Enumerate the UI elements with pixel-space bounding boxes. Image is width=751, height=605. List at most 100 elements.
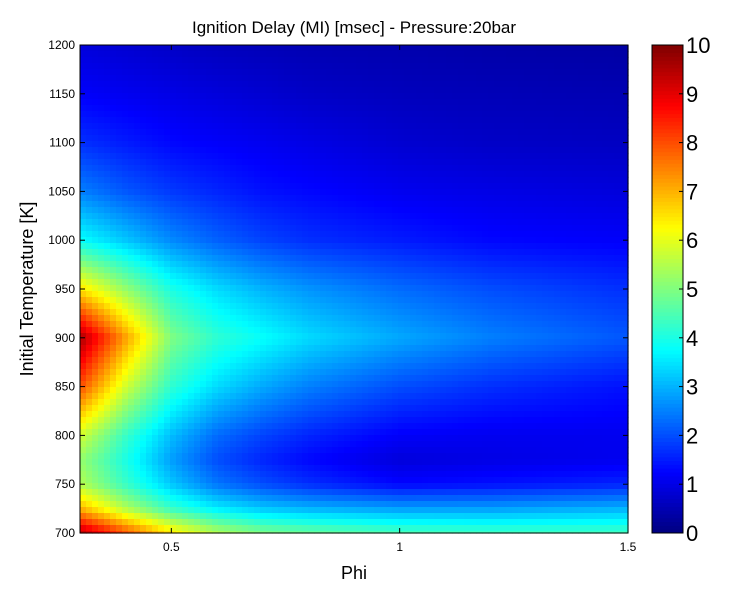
heatmap-cell — [326, 75, 333, 82]
heatmap-cell — [92, 93, 99, 100]
heatmap-cell — [266, 219, 273, 226]
heatmap-cell — [230, 207, 237, 214]
heatmap-cell — [380, 327, 387, 334]
heatmap-cell — [122, 201, 129, 208]
heatmap-cell — [344, 141, 351, 148]
heatmap-cell — [278, 321, 285, 328]
heatmap-cell — [332, 285, 339, 292]
heatmap-cell — [344, 285, 351, 292]
heatmap-cell — [290, 519, 297, 526]
heatmap-cell — [80, 393, 87, 400]
heatmap-cell — [200, 309, 207, 316]
heatmap-cell — [104, 219, 111, 226]
heatmap-cell — [428, 153, 435, 160]
heatmap-cell — [284, 531, 291, 534]
heatmap-cell — [338, 213, 345, 220]
heatmap-cell — [278, 327, 285, 334]
heatmap-cell — [104, 321, 111, 328]
heatmap-cell — [410, 213, 417, 220]
heatmap-cell — [332, 369, 339, 376]
heatmap-cell — [284, 345, 291, 352]
heatmap-cell — [140, 171, 147, 178]
heatmap-cell — [416, 45, 423, 52]
heatmap-cell — [140, 51, 147, 58]
heatmap-cell — [242, 159, 249, 166]
heatmap-cell — [122, 369, 129, 376]
heatmap-cell — [116, 363, 123, 370]
heatmap-cell — [428, 375, 435, 382]
heatmap-cell — [188, 273, 195, 280]
heatmap-cell — [308, 441, 315, 448]
heatmap-cell — [152, 333, 159, 340]
heatmap-cell — [362, 93, 369, 100]
heatmap-cell — [86, 159, 93, 166]
heatmap-cell — [212, 513, 219, 520]
heatmap-cell — [254, 105, 261, 112]
heatmap-cell — [260, 459, 267, 466]
heatmap-cell — [440, 351, 447, 358]
heatmap-cell — [332, 315, 339, 322]
heatmap-cell — [158, 441, 165, 448]
heatmap-cell — [362, 399, 369, 406]
heatmap-cell — [158, 285, 165, 292]
heatmap-cell — [188, 165, 195, 172]
heatmap-cell — [428, 45, 435, 52]
heatmap-cell — [104, 69, 111, 76]
heatmap-cell — [332, 525, 339, 532]
heatmap-cell — [86, 447, 93, 454]
heatmap-cell — [248, 363, 255, 370]
heatmap-cell — [176, 177, 183, 184]
heatmap-cell — [278, 513, 285, 520]
heatmap-cell — [158, 69, 165, 76]
heatmap-cell — [218, 135, 225, 142]
heatmap-cell — [218, 531, 225, 534]
heatmap-cell — [398, 213, 405, 220]
heatmap-cell — [212, 483, 219, 490]
heatmap-cell — [440, 201, 447, 208]
heatmap-cell — [350, 129, 357, 136]
heatmap-cell — [410, 243, 417, 250]
heatmap-cell — [296, 333, 303, 340]
heatmap-cell — [440, 423, 447, 430]
heatmap-cell — [344, 321, 351, 328]
heatmap-cell — [404, 117, 411, 124]
heatmap-cell — [134, 291, 141, 298]
heatmap-cell — [398, 201, 405, 208]
heatmap-cell — [80, 381, 87, 388]
heatmap-cell — [368, 249, 375, 256]
heatmap-cell — [338, 447, 345, 454]
heatmap-cell — [170, 339, 177, 346]
heatmap-cell — [110, 69, 117, 76]
heatmap-cell — [206, 225, 213, 232]
heatmap-cell — [122, 435, 129, 442]
heatmap-cell — [386, 177, 393, 184]
heatmap-cell — [410, 357, 417, 364]
heatmap-cell — [374, 405, 381, 412]
heatmap-cell — [122, 339, 129, 346]
heatmap-cell — [92, 243, 99, 250]
heatmap-cell — [320, 207, 327, 214]
heatmap-cell — [200, 81, 207, 88]
heatmap-cell — [332, 297, 339, 304]
heatmap-cell — [260, 345, 267, 352]
heatmap-cell — [158, 477, 165, 484]
heatmap-cell — [206, 345, 213, 352]
heatmap-cell — [176, 387, 183, 394]
heatmap-cell — [248, 489, 255, 496]
heatmap-cell — [200, 129, 207, 136]
heatmap-cell — [134, 45, 141, 52]
heatmap-cell — [380, 87, 387, 94]
heatmap-cell — [80, 441, 87, 448]
heatmap-cell — [350, 465, 357, 472]
heatmap-cell — [398, 285, 405, 292]
heatmap-cell — [314, 411, 321, 418]
heatmap-cell — [104, 339, 111, 346]
heatmap-cell — [182, 489, 189, 496]
heatmap-cell — [212, 423, 219, 430]
heatmap-cell — [398, 261, 405, 268]
heatmap-cell — [188, 201, 195, 208]
heatmap-cell — [152, 495, 159, 502]
heatmap-cell — [434, 399, 441, 406]
heatmap-cell — [428, 249, 435, 256]
heatmap-cell — [140, 369, 147, 376]
